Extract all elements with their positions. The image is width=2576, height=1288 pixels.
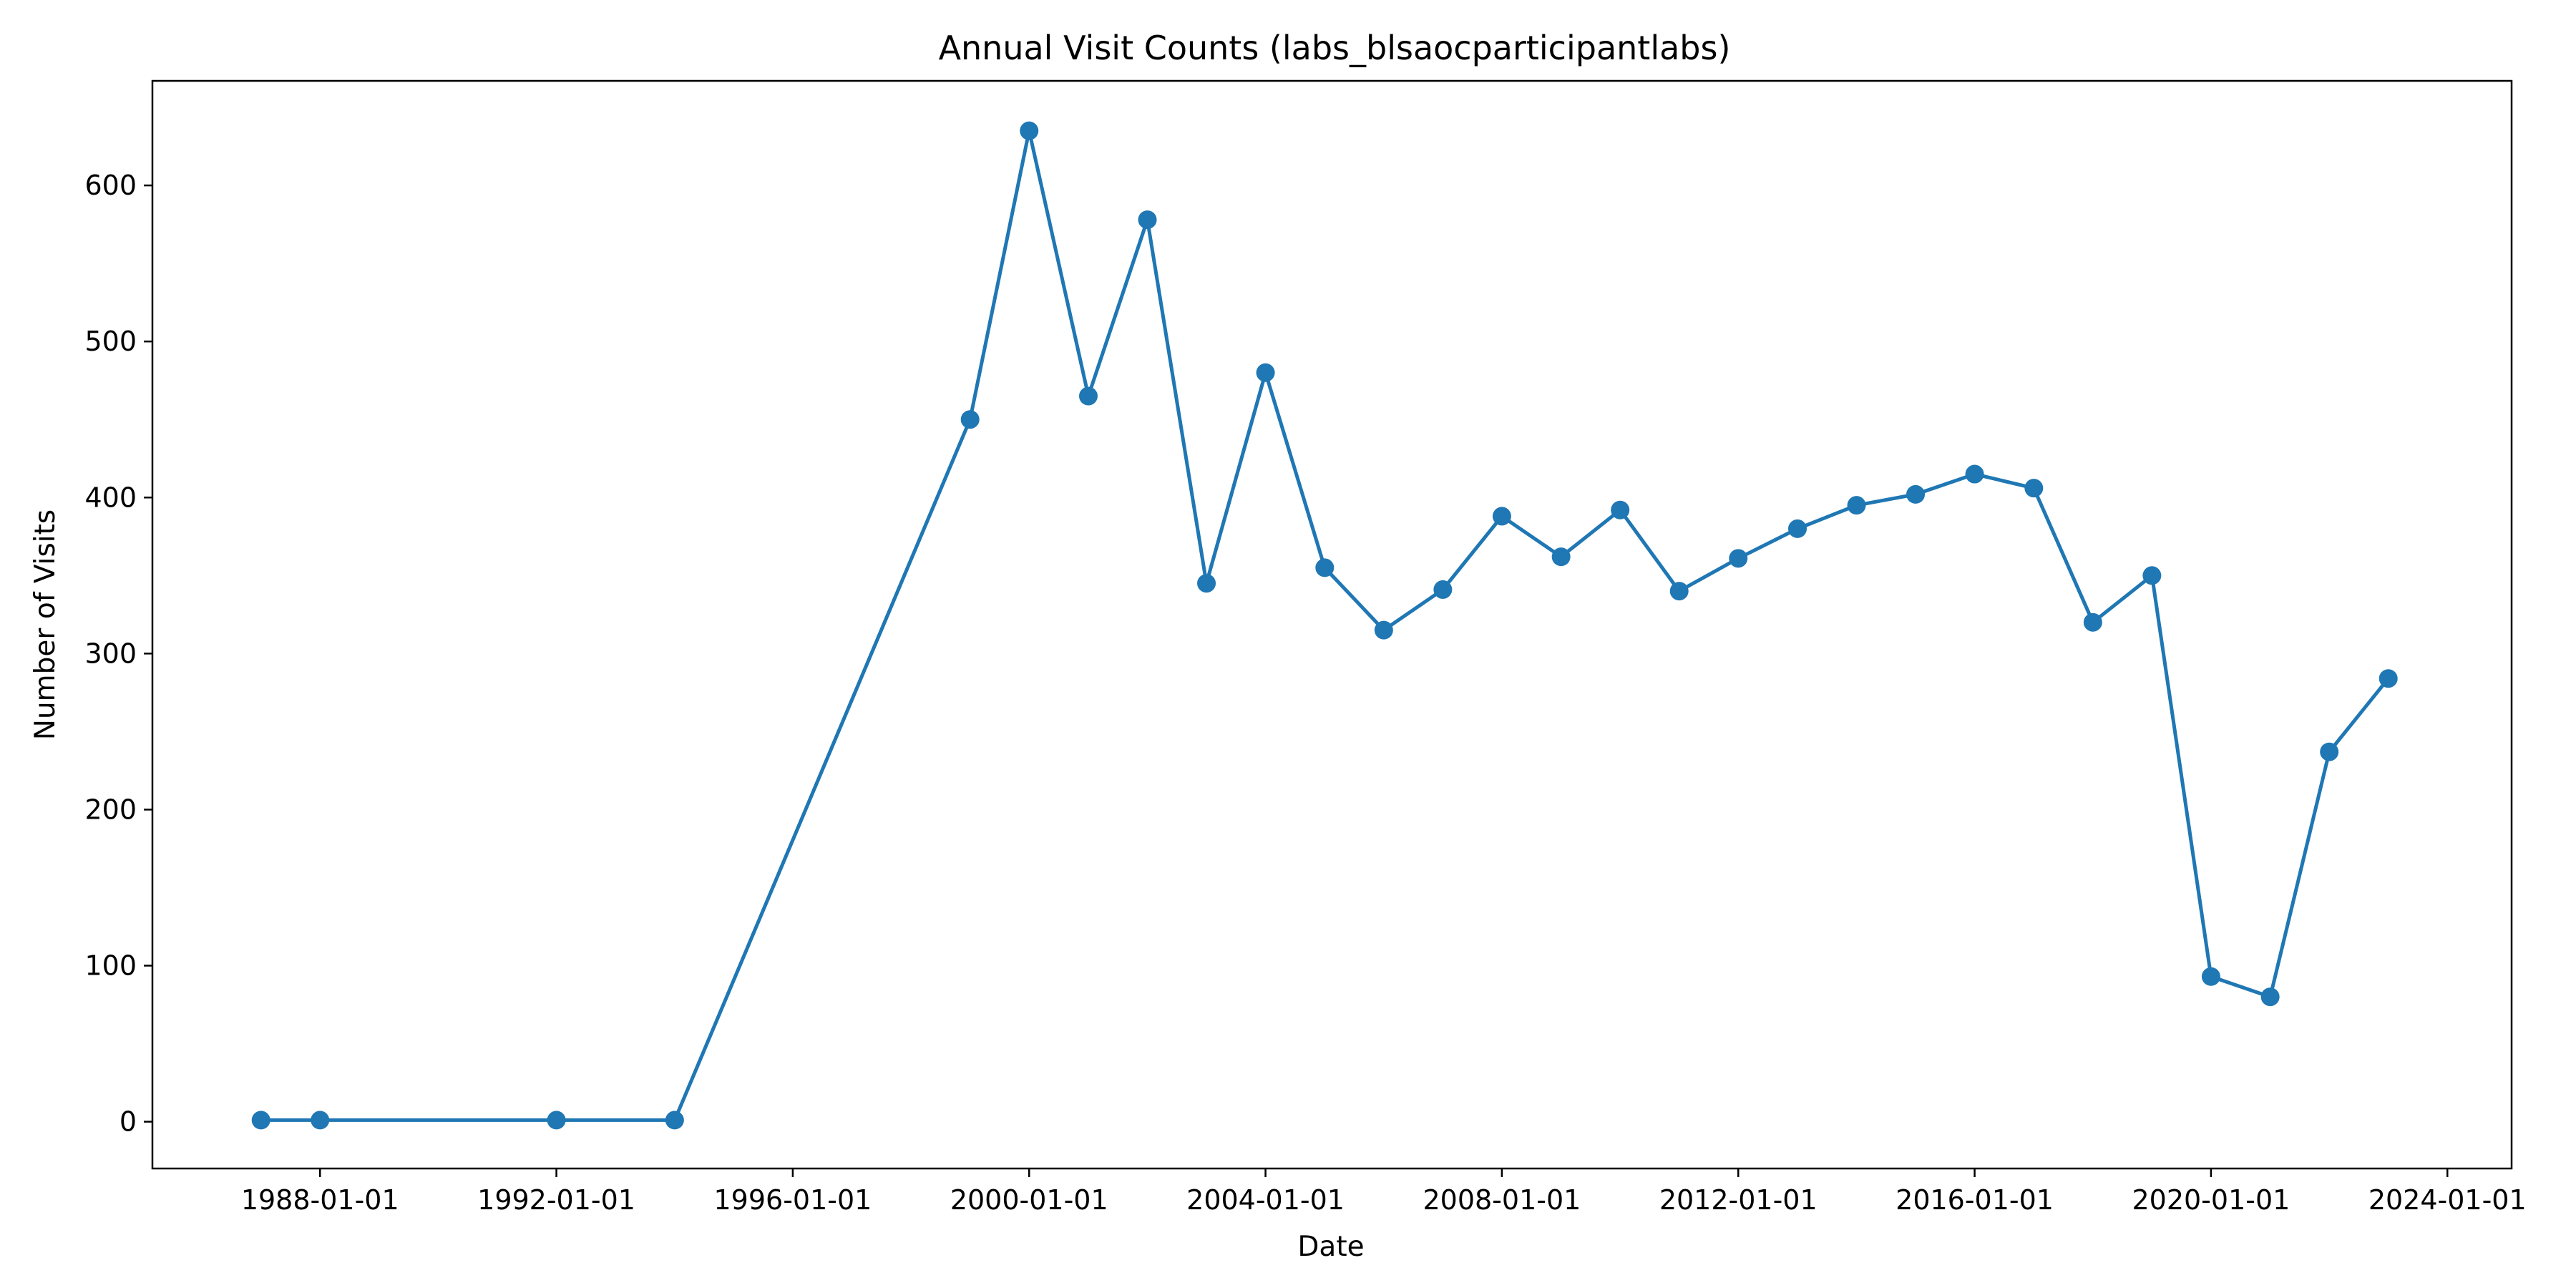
data-point [1965,464,1984,484]
x-axis-label: Date [1297,1231,1364,1263]
data-points [251,121,2398,1130]
y-tick-label: 500 [84,326,137,357]
data-point [311,1111,330,1130]
y-tick-label: 400 [84,482,137,513]
data-point [251,1111,270,1130]
data-point [665,1111,684,1130]
data-point [2379,669,2398,688]
y-axis-label: Number of Visits [29,509,62,740]
x-tick-label: 1992-01-01 [477,1184,635,1216]
data-point [1256,363,1275,382]
x-tick-label: 2016-01-01 [1896,1184,2054,1216]
x-axis: 1988-01-01 1992-01-01 1996-01-01 2000-01-01… [241,1169,2527,1216]
y-axis: 0 100 200 300 400 500 600 [84,170,152,1138]
data-point [2320,742,2339,761]
x-tick-label: 1996-01-01 [713,1184,872,1216]
data-point [1611,500,1630,519]
data-point [1138,210,1157,230]
x-tick-label: 2024-01-01 [2368,1184,2527,1216]
x-tick-label: 2020-01-01 [2132,1184,2290,1216]
y-tick-label: 100 [84,950,137,981]
data-point [547,1111,566,1130]
data-point [2260,987,2280,1007]
y-tick-label: 600 [84,170,137,201]
data-point [1551,547,1571,567]
data-point [1492,507,1511,526]
data-point [2024,479,2044,498]
data-point [2083,613,2102,632]
x-tick-label: 2000-01-01 [950,1184,1108,1216]
data-point [1374,620,1393,640]
data-point [1433,580,1453,599]
y-tick-label: 200 [84,794,137,825]
x-tick-label: 1988-01-01 [241,1184,399,1216]
data-point [2201,967,2220,986]
data-point [1787,519,1807,538]
data-point [1729,549,1748,568]
data-point [960,410,980,429]
x-tick-label: 2012-01-01 [1659,1184,1818,1216]
data-point [1020,121,1039,140]
y-tick-label: 0 [119,1106,137,1138]
chart-title: Annual Visit Counts (labs_blsaocparticip… [939,29,1731,67]
data-point [1315,558,1335,577]
data-point [1847,496,1866,515]
data-point [1669,582,1689,601]
x-tick-label: 2004-01-01 [1186,1184,1345,1216]
data-point [1078,386,1098,406]
data-point [1906,484,1926,504]
data-point [2142,566,2162,585]
plot-frame [151,79,2513,1170]
y-tick-label: 300 [84,638,137,669]
x-tick-label: 2008-01-01 [1423,1184,1581,1216]
data-point [1197,574,1216,593]
